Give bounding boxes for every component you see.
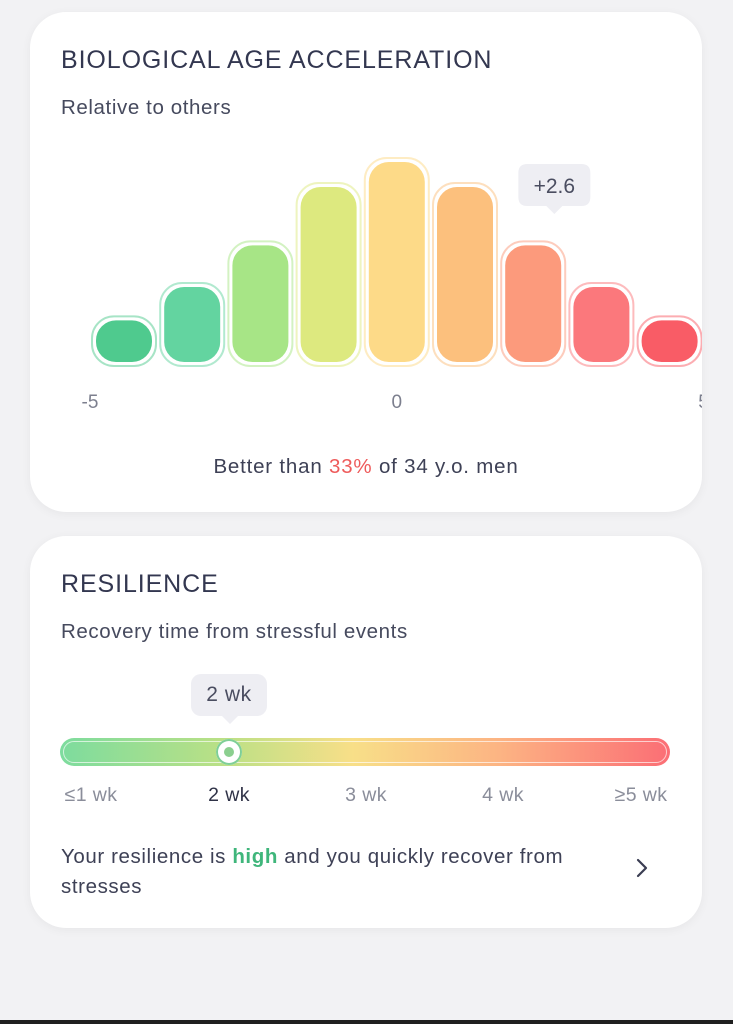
result-percentile: 33% [329,455,373,478]
res-desc-suffix: and you quickly recover from stresses [61,845,564,898]
res-desc-level: high [232,845,278,868]
x-axis-tick-label: -5 [82,392,99,413]
bottom-edge-line [0,1020,733,1024]
bio-age-title: BIOLOGICAL AGE ACCELERATION [61,46,493,74]
distribution-bar [500,240,567,367]
res-tick-2wk: 2 wk [208,784,250,806]
age-marker-tooltip: +2.6 [518,164,591,214]
resilience-description: Your resilience is high and you quickly … [61,842,581,902]
res-tick-1wk: ≤1 wk [64,784,118,806]
res-tick-5wk: ≥5 wk [614,784,668,806]
result-prefix: Better than [213,455,330,478]
distribution-bar [568,282,635,367]
resilience-title: RESILIENCE [61,570,219,598]
age-marker-value: +2.6 [534,175,575,198]
distribution-bar [91,315,157,368]
resilience-scale-marker [216,739,242,765]
bio-age-result-text: Better than 33% of 34 y.o. men [30,455,702,479]
chevron-right-icon[interactable] [632,856,652,880]
res-tick-4wk: 4 wk [482,784,524,806]
distribution-bar [636,315,702,367]
distribution-bar [295,182,362,367]
distribution-bar [159,282,226,367]
distribution-bar [432,182,498,367]
distribution-bar [227,240,294,367]
x-axis-tick-label: 5 [698,392,702,413]
result-suffix: of 34 y.o. men [372,455,519,478]
res-desc-prefix: Your resilience is [61,845,233,868]
distribution-bar [363,157,430,367]
bio-age-subtitle: Relative to others [61,96,232,119]
resilience-gradient-scale [60,738,670,766]
bio-age-distribution-chart: -5 0 5 +2.6 [82,157,702,413]
resilience-value-tooltip: 2 wk [191,674,267,724]
res-tick-3wk: 3 wk [345,784,387,806]
x-axis-tick-label: 0 [392,392,403,413]
resilience-subtitle: Recovery time from stressful events [61,620,408,643]
bio-age-card: BIOLOGICAL AGE ACCELERATION Relative to … [30,12,702,512]
resilience-card[interactable]: RESILIENCE Recovery time from stressful … [30,536,702,928]
